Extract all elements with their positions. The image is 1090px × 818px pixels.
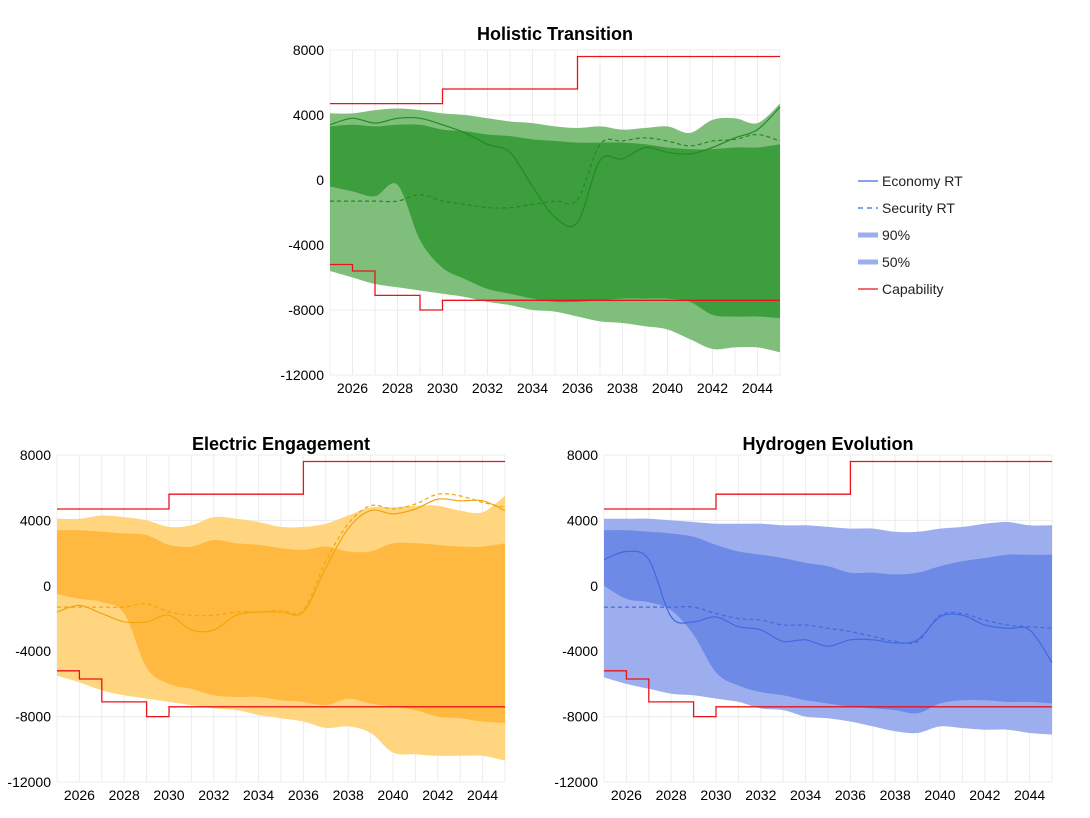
x-tick-label: 2026 — [611, 787, 642, 803]
x-tick-label: 2030 — [427, 380, 458, 396]
capability-upper-line — [330, 55, 780, 105]
y-tick-label: -4000 — [15, 643, 51, 659]
band-50 — [330, 124, 780, 319]
x-tick-label: 2044 — [467, 787, 498, 803]
security-rt-line — [57, 493, 506, 617]
legend-label: Security RT — [882, 200, 955, 216]
capability-lower-line — [57, 670, 505, 718]
x-tick-label: 2038 — [607, 380, 638, 396]
legend-label: Economy RT — [882, 173, 963, 189]
security-rt-line — [329, 133, 781, 209]
x-tick-label: 2032 — [472, 380, 503, 396]
y-tick-label: -4000 — [288, 237, 324, 253]
x-tick-label: 2040 — [377, 787, 408, 803]
x-tick-label: 2034 — [790, 787, 821, 803]
y-tick-label: 4000 — [293, 107, 324, 123]
y-tick-label: 4000 — [567, 512, 598, 528]
x-tick-label: 2040 — [924, 787, 955, 803]
legend-label: 90% — [882, 227, 910, 243]
x-tick-label: 2044 — [1014, 787, 1045, 803]
y-tick-label: 8000 — [567, 447, 598, 463]
y-tick-label: 8000 — [293, 42, 324, 58]
x-tick-label: 2044 — [742, 380, 773, 396]
y-tick-label: 8000 — [20, 447, 51, 463]
x-tick-label: 2038 — [333, 787, 364, 803]
y-tick-label: -8000 — [288, 302, 324, 318]
x-tick-label: 2036 — [288, 787, 319, 803]
x-tick-label: 2042 — [422, 787, 453, 803]
y-tick-label: 0 — [43, 578, 51, 594]
legend: Economy RT Security RT 90% 50% Capability — [858, 173, 963, 297]
x-tick-label: 2036 — [835, 787, 866, 803]
band-50 — [604, 530, 1052, 714]
x-tick-label: 2042 — [697, 380, 728, 396]
economy-rt-line — [56, 498, 506, 633]
capability-upper-line — [604, 460, 1052, 510]
chart-title: Hydrogen Evolution — [743, 434, 914, 454]
x-tick-label: 2028 — [656, 787, 687, 803]
x-tick-label: 2034 — [517, 380, 548, 396]
y-tick-label: 0 — [316, 172, 324, 188]
x-tick-label: 2038 — [880, 787, 911, 803]
y-tick-label: -12000 — [7, 774, 51, 790]
x-tick-label: 2028 — [382, 380, 413, 396]
economy-rt-line — [603, 550, 1053, 663]
legend-label: 50% — [882, 254, 910, 270]
x-tick-label: 2034 — [243, 787, 274, 803]
y-tick-label: -12000 — [554, 774, 598, 790]
x-tick-label: 2026 — [64, 787, 95, 803]
x-tick-label: 2042 — [969, 787, 1000, 803]
y-tick-label: -12000 — [280, 367, 324, 383]
x-tick-label: 2040 — [652, 380, 683, 396]
chart-1: 8000 4000 0 -4000 -8000 -12000 2026 2028 2030 203… — [7, 434, 506, 803]
x-tick-label: 2032 — [745, 787, 776, 803]
x-tick-label: 2028 — [109, 787, 140, 803]
chart-2: 8000 4000 0 -4000 -8000 -12000 2026 2028 2030 203… — [554, 434, 1053, 803]
x-tick-label: 2036 — [562, 380, 593, 396]
economy-rt-line — [329, 106, 781, 228]
chart-title: Holistic Transition — [477, 24, 633, 44]
x-tick-label: 2032 — [198, 787, 229, 803]
y-tick-label: -8000 — [15, 709, 51, 725]
y-tick-label: 4000 — [20, 512, 51, 528]
x-tick-label: 2030 — [700, 787, 731, 803]
chart-0: 8000 4000 0 -4000 -8000 -12000 2026 2028 2030 203… — [280, 24, 781, 396]
security-rt-line — [604, 606, 1053, 645]
y-tick-label: -8000 — [562, 709, 598, 725]
y-tick-label: -4000 — [562, 643, 598, 659]
capability-upper-line — [57, 460, 505, 510]
x-tick-label: 2030 — [153, 787, 184, 803]
chart-title: Electric Engagement — [192, 434, 370, 454]
legend-label: Capability — [882, 281, 943, 297]
capability-lower-line — [330, 263, 780, 311]
capability-lower-line — [604, 670, 1052, 718]
y-tick-label: 0 — [590, 578, 598, 594]
band-50 — [57, 530, 505, 724]
x-tick-label: 2026 — [337, 380, 368, 396]
